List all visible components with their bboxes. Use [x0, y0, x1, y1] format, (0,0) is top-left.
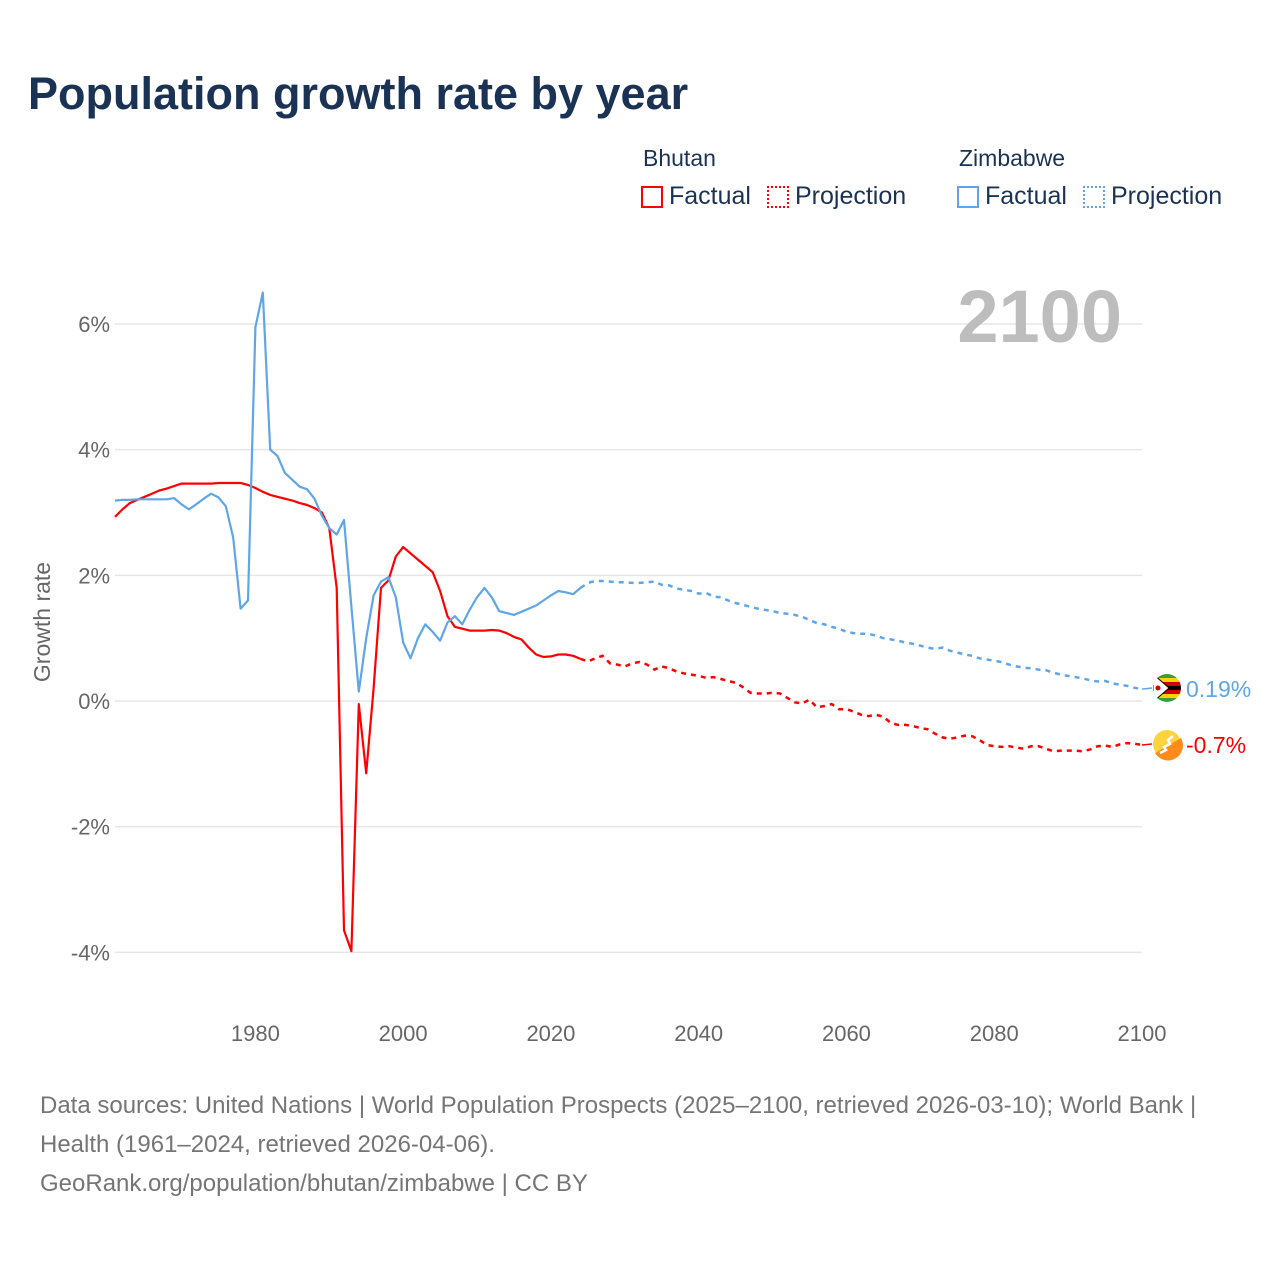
legend-bhutan-factual[interactable]: Factual: [641, 182, 751, 211]
x-tick-label: 2020: [526, 1021, 575, 1046]
flag-stripe: [1153, 694, 1181, 699]
flag-stripe: [1153, 674, 1181, 679]
legend-label: Projection: [1110, 182, 1223, 210]
y-tick-label: 2%: [78, 563, 110, 588]
legend-bhutan: Bhutan Factual Projection: [641, 145, 906, 211]
flag-stripe: [1153, 698, 1181, 702]
footer: Data sources: United Nations | World Pop…: [40, 1086, 1230, 1203]
x-tick-label: 2040: [674, 1021, 723, 1046]
legend-group-name: Zimbabwe: [959, 145, 1066, 171]
zimbabwe-flag-icon: [1153, 674, 1181, 702]
credit-link[interactable]: GeoRank.org/population/bhutan/zimbabwe |…: [40, 1170, 588, 1197]
chart-title: Population growth rate by year: [28, 68, 689, 119]
legend-group-name: Bhutan: [643, 145, 716, 171]
y-tick-label: -4%: [71, 940, 110, 965]
flag-triangle: [1153, 674, 1170, 702]
zimbabwe-end-connector: [1141, 687, 1153, 690]
chart-area: 6% 4% 2% 0% -2% -4% 1980 2000 2020 2040 2060 2080 21…: [29, 275, 1251, 1046]
x-tick-label: 2060: [822, 1021, 871, 1046]
bhutan-flag-icon: [1153, 730, 1183, 761]
legend-label: Factual: [669, 182, 751, 210]
solid-swatch-icon: [957, 185, 979, 208]
x-tick-label: 2100: [1118, 1021, 1167, 1046]
flag-dragon: [1159, 735, 1174, 755]
flag-stripe: [1153, 690, 1181, 695]
zimbabwe-end-label: 0.19%: [1186, 676, 1251, 702]
legend-bhutan-projection[interactable]: Projection: [766, 182, 907, 211]
data-sources: Data sources: United Nations | World Pop…: [40, 1092, 1197, 1158]
x-tick-label: 2000: [379, 1021, 428, 1046]
y-axis-label: Growth rate: [29, 562, 55, 682]
bhutan-end-label: -0.7%: [1186, 732, 1246, 758]
y-tick-label: 0%: [78, 689, 110, 714]
flag-stripe: [1153, 682, 1181, 687]
legend-zimbabwe-factual[interactable]: Factual: [957, 182, 1067, 211]
bhutan-end-connector: [1141, 743, 1153, 746]
zimbabwe-projection-line: [579, 579, 1143, 691]
y-tick-label: -2%: [71, 815, 110, 840]
legend-zimbabwe-projection[interactable]: Projection: [1082, 182, 1223, 211]
bhutan-projection-line: [580, 654, 1143, 753]
y-tick-label: 4%: [78, 438, 110, 463]
flag-star: [1155, 685, 1161, 691]
flag-orange: [1155, 738, 1183, 761]
flag-stripe: [1153, 678, 1181, 683]
year-display: 2100: [957, 275, 1122, 358]
solid-swatch-icon: [641, 185, 663, 208]
x-tick-label: 2080: [970, 1021, 1019, 1046]
dotted-swatch-icon: [766, 185, 789, 208]
x-tick-label: 1980: [231, 1021, 280, 1046]
legend-label: Factual: [985, 182, 1067, 210]
dotted-swatch-icon: [1082, 185, 1105, 208]
zimbabwe-factual-line: [114, 291, 582, 693]
legend-label: Projection: [794, 182, 907, 210]
y-tick-label: 6%: [78, 312, 110, 337]
bhutan-factual-line: [114, 481, 581, 953]
legend-zimbabwe: Zimbabwe Factual Projection: [957, 145, 1222, 211]
